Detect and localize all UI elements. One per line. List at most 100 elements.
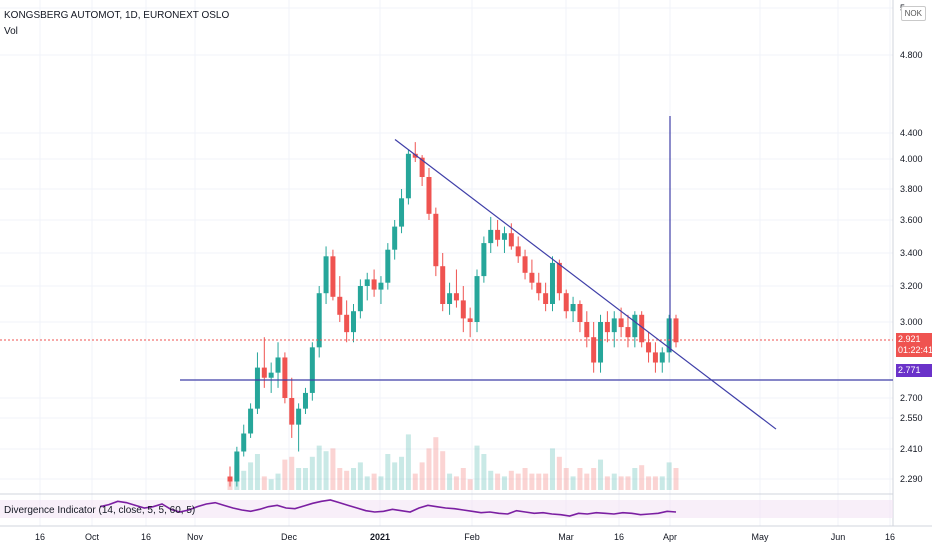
volume-bar xyxy=(495,473,501,490)
volume-bar xyxy=(405,434,411,490)
candle-body xyxy=(467,318,473,322)
candle-body xyxy=(392,226,398,250)
price-tick-label: 4.000 xyxy=(900,154,923,164)
time-tick-label: Dec xyxy=(281,532,298,542)
candle-body xyxy=(371,279,377,290)
candle-body xyxy=(337,296,343,315)
volume-bar xyxy=(282,459,288,490)
candle-body xyxy=(405,153,411,199)
volume-bar xyxy=(529,473,535,490)
candle-body xyxy=(598,322,604,363)
candle-body xyxy=(433,213,439,267)
volume-bar xyxy=(392,462,398,490)
last-price-tag: 2.921 01:22:41 xyxy=(896,333,932,357)
volume-label[interactable]: Vol xyxy=(4,26,18,37)
volume-bar xyxy=(488,470,494,490)
candle-body xyxy=(316,293,322,348)
price-tick-label: 3.400 xyxy=(900,248,923,258)
time-tick-label: Oct xyxy=(85,532,100,542)
candle-body xyxy=(501,233,507,240)
candle-body xyxy=(591,337,597,363)
volume-bar xyxy=(556,456,562,490)
candle-body xyxy=(543,293,549,304)
volume-bar xyxy=(467,479,473,490)
volume-bar xyxy=(522,468,528,490)
candle-body xyxy=(474,276,480,322)
candle-body xyxy=(652,352,658,363)
indicator-line xyxy=(99,499,677,517)
volume-bar xyxy=(563,468,569,490)
volume-bar xyxy=(666,462,672,490)
candle-body xyxy=(549,262,555,304)
time-tick-label: Apr xyxy=(663,532,677,542)
candle-body xyxy=(563,293,569,312)
symbol-title[interactable]: KONGSBERG AUTOMOT, 1D, EURONEXT OSLO xyxy=(4,10,230,21)
volume-bar xyxy=(330,448,336,490)
volume-bar xyxy=(618,476,624,490)
time-axis: 16 Oct 16 Nov Dec 2021 Feb Mar 16 Apr May Jun 16 xyxy=(35,532,895,542)
time-tick-label: Nov xyxy=(187,532,204,542)
volume-bar xyxy=(673,468,679,490)
candle-body xyxy=(611,318,617,333)
volume-bar xyxy=(248,462,254,490)
candle-body xyxy=(275,357,281,373)
price-tick-label: 3.000 xyxy=(900,317,923,327)
candle-body xyxy=(659,352,665,363)
candle-body xyxy=(399,198,405,227)
volume-bar xyxy=(254,454,260,490)
volume-bar xyxy=(364,476,370,490)
candle-body xyxy=(673,318,679,343)
candle-body xyxy=(357,286,363,312)
price-tick-label: 2.290 xyxy=(900,474,923,484)
candle-body xyxy=(227,476,233,482)
candle-body xyxy=(508,233,514,247)
volume-bar xyxy=(440,451,446,490)
volume-bar xyxy=(577,468,583,490)
volume-bar xyxy=(351,468,357,490)
volume-bar xyxy=(591,468,597,490)
volume-bar xyxy=(344,470,350,490)
volume-bar xyxy=(289,456,295,490)
currency-badge[interactable]: NOK xyxy=(900,6,926,21)
volume-bar xyxy=(543,473,549,490)
indicator-label[interactable]: Divergence Indicator (14, close, 5, 5, 6… xyxy=(4,505,196,516)
price-tick-label: 2.550 xyxy=(900,413,923,423)
candle-body xyxy=(584,322,590,338)
price-tick-label: 2.700 xyxy=(900,393,923,403)
volume-bar xyxy=(652,476,658,490)
volume-bar xyxy=(481,454,487,490)
candle-body xyxy=(330,256,336,297)
volume-bar xyxy=(241,470,247,490)
candle-body xyxy=(364,279,370,286)
candle-body xyxy=(453,293,459,301)
volume-bar xyxy=(419,462,425,490)
volume-bar xyxy=(598,459,604,490)
price-axis: 54.8004.4004.0003.8003.6003.4003.2003.00… xyxy=(900,3,923,484)
volume-bar xyxy=(515,473,521,490)
volume-bar xyxy=(584,473,590,490)
volume-bar xyxy=(309,456,315,490)
volume-bar xyxy=(611,473,617,490)
candle-body xyxy=(309,347,315,393)
candle-body xyxy=(412,153,418,158)
volume-bar xyxy=(357,462,363,490)
time-tick-label: 16 xyxy=(141,532,151,542)
volume-bar xyxy=(536,473,542,490)
volume-bar xyxy=(625,476,631,490)
candle-body xyxy=(488,229,494,244)
volume-bar xyxy=(337,468,343,490)
volume-bar xyxy=(460,468,466,490)
chart-grid xyxy=(0,0,932,527)
last-price-value: 2.921 xyxy=(898,334,921,344)
time-tick-label: May xyxy=(751,532,769,542)
volume-bar xyxy=(371,473,377,490)
candle-body xyxy=(378,282,384,290)
volume-bar xyxy=(296,468,302,490)
bar-countdown: 01:22:41 xyxy=(898,345,932,355)
volume-bar xyxy=(570,476,576,490)
candle-body xyxy=(344,314,350,333)
candle-body xyxy=(515,246,521,257)
annotations xyxy=(0,116,893,430)
volume-bar xyxy=(659,476,665,490)
